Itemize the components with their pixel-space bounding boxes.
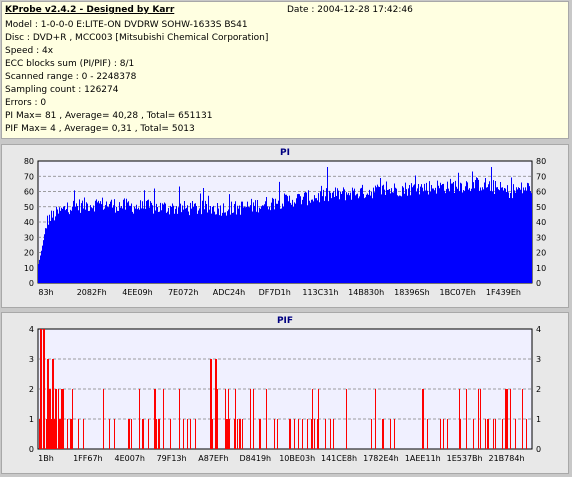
y-tick-label-left: 0 <box>29 279 34 288</box>
y-tick-label-right: 0 <box>536 445 541 454</box>
y-tick-label-left: 50 <box>24 203 34 212</box>
chart-title: PIF <box>277 316 293 326</box>
pi-chart: PI 0 0 10 10 20 20 30 30 40 40 50 50 60 60 70 70 80 80 83h 2… <box>24 148 546 297</box>
y-tick-label-right: 4 <box>536 325 541 334</box>
x-tick-label: 14B830h <box>348 288 384 297</box>
x-tick-label: 1Bh <box>38 454 54 463</box>
y-tick-label-right: 80 <box>536 157 546 166</box>
x-tick-label: 2082Fh <box>77 288 107 297</box>
x-tick-label: 141CE8h <box>321 454 357 463</box>
y-tick-label-left: 1 <box>29 415 34 424</box>
speed-line: Speed : 4x <box>5 46 54 56</box>
y-tick-label-right: 1 <box>536 415 541 424</box>
y-tick-label-right: 60 <box>536 188 546 197</box>
y-tick-label-left: 20 <box>24 249 34 258</box>
y-tick-label-left: 10 <box>24 264 34 273</box>
y-tick-label-right: 0 <box>536 279 541 288</box>
x-tick-label: 4EE09h <box>122 288 152 297</box>
x-tick-label: A87EFh <box>198 454 228 463</box>
scan-date: Date : 2004-12-28 17:42:46 <box>287 5 413 15</box>
y-tick-label-right: 70 <box>536 172 546 181</box>
x-tick-label: 79F13h <box>157 454 187 463</box>
y-tick-label-left: 3 <box>29 355 34 364</box>
y-tick-label-left: 40 <box>24 218 34 227</box>
chart-title: PI <box>280 148 290 158</box>
ecc-line: ECC blocks sum (PI/PIF) : 8/1 <box>5 59 135 69</box>
x-tick-label: 18396Sh <box>394 288 430 297</box>
info-panel: KProbe v2.4.2 - Designed by Karr Date : … <box>1 1 569 139</box>
x-tick-label: 10BE03h <box>279 454 315 463</box>
x-tick-label: D8419h <box>240 454 272 463</box>
y-tick-label-left: 2 <box>29 385 34 394</box>
y-tick-label-left: 60 <box>24 188 34 197</box>
x-tick-label: 4E007h <box>114 454 144 463</box>
x-tick-label: 1F439Eh <box>486 288 521 297</box>
y-tick-label-left: 80 <box>24 157 34 166</box>
pif-chart: PIF 0 0 1 1 2 2 3 3 4 4 1Bh 1FF67h 4E007h 79F13h A87EFh… <box>29 316 541 463</box>
x-tick-label: ADC24h <box>213 288 245 297</box>
y-tick-label-right: 20 <box>536 249 546 258</box>
pi-chart-panel: PI 0 0 10 10 20 20 30 30 40 40 50 50 60 60 70 70 80 80 83h 2… <box>1 144 569 308</box>
y-tick-label-right: 2 <box>536 385 541 394</box>
x-tick-label: 7E072h <box>168 288 198 297</box>
y-tick-label-right: 30 <box>536 233 546 242</box>
y-tick-label-left: 30 <box>24 233 34 242</box>
y-tick-label-right: 10 <box>536 264 546 273</box>
x-tick-label: 83h <box>38 288 53 297</box>
x-tick-label: 1782E4h <box>363 454 399 463</box>
disc-line: Disc : DVD+R , MCC003 [Mitsubishi Chemic… <box>5 33 269 43</box>
y-tick-label-left: 0 <box>29 445 34 454</box>
model-line: Model : 1-0-0-0 E:LITE-ON DVDRW SOHW-163… <box>5 20 248 30</box>
range-line: Scanned range : 0 - 2248378 <box>5 72 137 82</box>
x-tick-label: 1E537Bh <box>447 454 483 463</box>
pi-stats-line: PI Max= 81 , Average= 40,28 , Total= 651… <box>5 111 213 121</box>
y-tick-label-left: 4 <box>29 325 34 334</box>
errors-line: Errors : 0 <box>5 98 47 108</box>
x-tick-label: DF7D1h <box>259 288 291 297</box>
pif-stats-line: PIF Max= 4 , Average= 0,31 , Total= 5013 <box>5 124 195 134</box>
y-tick-label-right: 3 <box>536 355 541 364</box>
pif-chart-panel: PIF 0 0 1 1 2 2 3 3 4 4 1Bh 1FF67h 4E007h 79F13h A87EFh… <box>1 312 569 474</box>
x-tick-label: 21B784h <box>489 454 525 463</box>
y-tick-label-right: 50 <box>536 203 546 212</box>
y-tick-label-left: 70 <box>24 172 34 181</box>
x-tick-label: 113C31h <box>302 288 338 297</box>
sampling-line: Sampling count : 126274 <box>5 85 119 95</box>
y-tick-label-right: 40 <box>536 218 546 227</box>
x-tick-label: 1AEE11h <box>405 454 441 463</box>
x-tick-label: 1BC07Eh <box>440 288 476 297</box>
x-tick-label: 1FF67h <box>73 454 103 463</box>
app-title: KProbe v2.4.2 - Designed by Karr <box>5 5 175 15</box>
